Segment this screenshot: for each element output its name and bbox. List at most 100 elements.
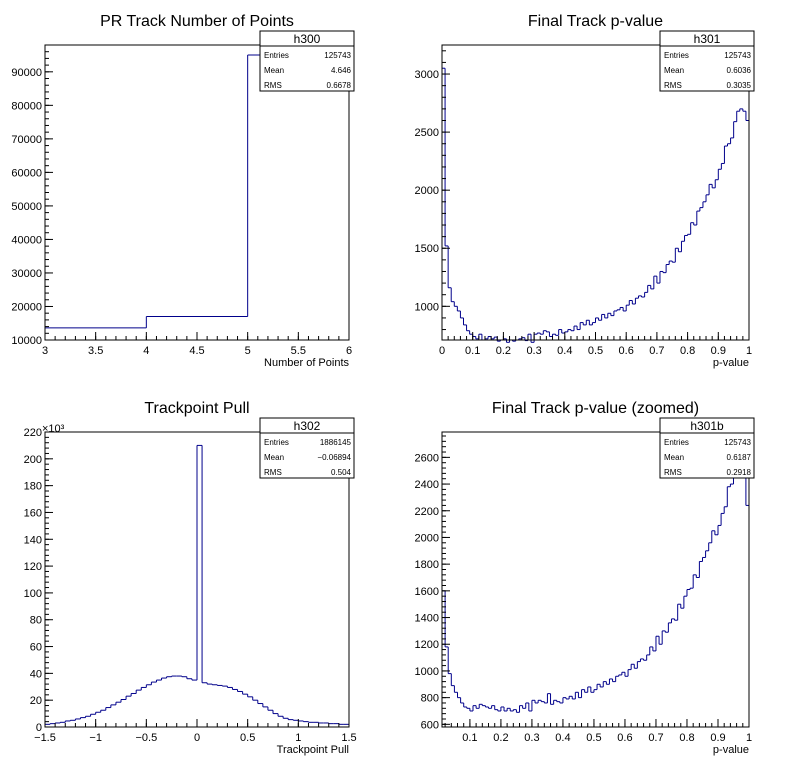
stats-value: 0.6187 [727,453,752,462]
stats-box-frame [659,417,755,479]
y-tick-label: 10000 [11,335,42,347]
x-tick-label: 0.9 [711,345,726,357]
stats-value: −0.06894 [317,453,351,462]
x-tick-label: 0.7 [648,732,663,744]
stats-value: 0.504 [331,468,352,477]
x-tick-label: 0 [194,732,200,744]
x-tick-label: 1 [295,732,301,744]
x-tick-label: 0.6 [619,345,634,357]
x-tick-label: 0.8 [680,345,695,357]
stats-label: Mean [664,453,684,462]
stats-value: 0.6036 [727,66,752,75]
x-tick-label: 3.5 [88,345,103,357]
stats-label: Mean [264,453,284,462]
stats-value: 1886145 [320,438,352,447]
stats-label: Entries [264,51,289,60]
x-tick-label: 1.5 [341,732,356,744]
x-tick-label: 0.2 [493,732,508,744]
y-tick-label: 80000 [11,100,42,112]
y-axis-multiplier: ×10³ [42,423,65,435]
x-tick-label: 4 [143,345,149,357]
x-tick-label: 0.7 [649,345,664,357]
y-tick-label: 1600 [415,586,439,598]
y-tick-label: 160 [24,507,42,519]
stats-box-name: h302 [294,419,321,433]
stats-box: h300 Entries 125743 Mean 4.646 RMS 0.6678 [259,30,355,92]
x-tick-label: 0.5 [240,732,255,744]
y-tick-label: 60000 [11,167,42,179]
stats-box: h302 Entries 1886145 Mean −0.06894 RMS 0.504 [259,417,355,479]
stats-label: Mean [264,66,284,75]
y-tick-label: 80 [30,615,42,627]
y-tick-label: 2400 [415,479,439,491]
y-tick-label: 180 [24,481,42,493]
y-tick-label: 20000 [11,301,42,313]
stats-box-name: h300 [294,32,321,46]
stats-box-name: h301b [690,419,724,433]
y-tick-label: 1500 [415,243,439,255]
stats-label: Entries [264,438,289,447]
x-axis-label: p-value [713,357,749,369]
y-tick-label: 0 [36,722,42,734]
chart-title: Trackpoint Pull [144,400,249,417]
y-tick-label: 20 [30,695,42,707]
histogram-panel-1: PR Track Number of Points 3 3.5 4 4.5 5 5.5 6Nu… [11,13,355,369]
stats-value: 125743 [724,51,751,60]
stats-label: RMS [264,468,282,477]
x-tick-label: 0.3 [524,732,539,744]
x-tick-label: 4.5 [189,345,204,357]
y-tick-label: 2200 [415,506,439,518]
y-tick-label: 600 [421,719,439,731]
y-tick-label: 40 [30,668,42,680]
y-tick-label: 100 [24,588,42,600]
stats-value: 0.3035 [727,81,752,90]
y-tick-label: 120 [24,561,42,573]
stats-box-name: h301 [694,32,721,46]
y-tick-label: 50000 [11,201,42,213]
stats-label: RMS [664,468,682,477]
y-tick-label: 220 [24,427,42,439]
x-tick-label: 0.9 [710,732,725,744]
stats-value: 0.2918 [727,468,752,477]
stats-label: RMS [664,81,682,90]
y-tick-label: 60 [30,642,42,654]
x-tick-label: 0 [439,345,445,357]
stats-box-frame [259,30,355,92]
y-tick-label: 1200 [415,639,439,651]
y-tick-label: 30000 [11,268,42,280]
stats-label: RMS [264,81,282,90]
stats-label: Entries [664,51,689,60]
x-tick-label: 0.4 [557,345,572,357]
x-tick-label: 0.2 [496,345,511,357]
histogram-bins [45,444,349,725]
x-tick-label: −1.5 [34,732,56,744]
y-tick-label: 1800 [415,559,439,571]
y-tick-label: 2000 [415,185,439,197]
x-tick-label: 0.1 [465,345,480,357]
y-tick-label: 2500 [415,127,439,139]
histogram-panel-3: Trackpoint Pull−1.5 −1 −0.5 0 0.5 1 1.5Trackpo… [24,400,357,756]
y-tick-label: 1000 [415,666,439,678]
y-tick-label: 90000 [11,67,42,79]
x-axis-label: Number of Points [264,357,349,369]
x-tick-label: 3 [42,345,48,357]
histogram-bins [442,67,750,343]
x-tick-label: 0.5 [588,345,603,357]
x-tick-label: −1 [89,732,102,744]
y-tick-label: 3000 [415,69,439,81]
x-tick-label: 0.1 [462,732,477,744]
x-tick-label: −0.5 [135,732,157,744]
stats-value: 125743 [324,51,351,60]
x-tick-label: 5.5 [291,345,306,357]
chart-title: Final Track p-value (zoomed) [492,400,699,417]
stats-label: Entries [664,438,689,447]
histogram-bins [45,54,349,329]
stats-value: 4.646 [331,66,352,75]
histogram-panel-2: Final Track p-value 0 0.1 0.2 0.3 0.4 0.5 0.6 0.… [415,13,755,369]
stats-value: 125743 [724,438,751,447]
y-tick-label: 1000 [415,301,439,313]
chart-title: PR Track Number of Points [100,13,294,30]
plot-frame [441,431,750,728]
y-tick-label: 800 [421,693,439,705]
